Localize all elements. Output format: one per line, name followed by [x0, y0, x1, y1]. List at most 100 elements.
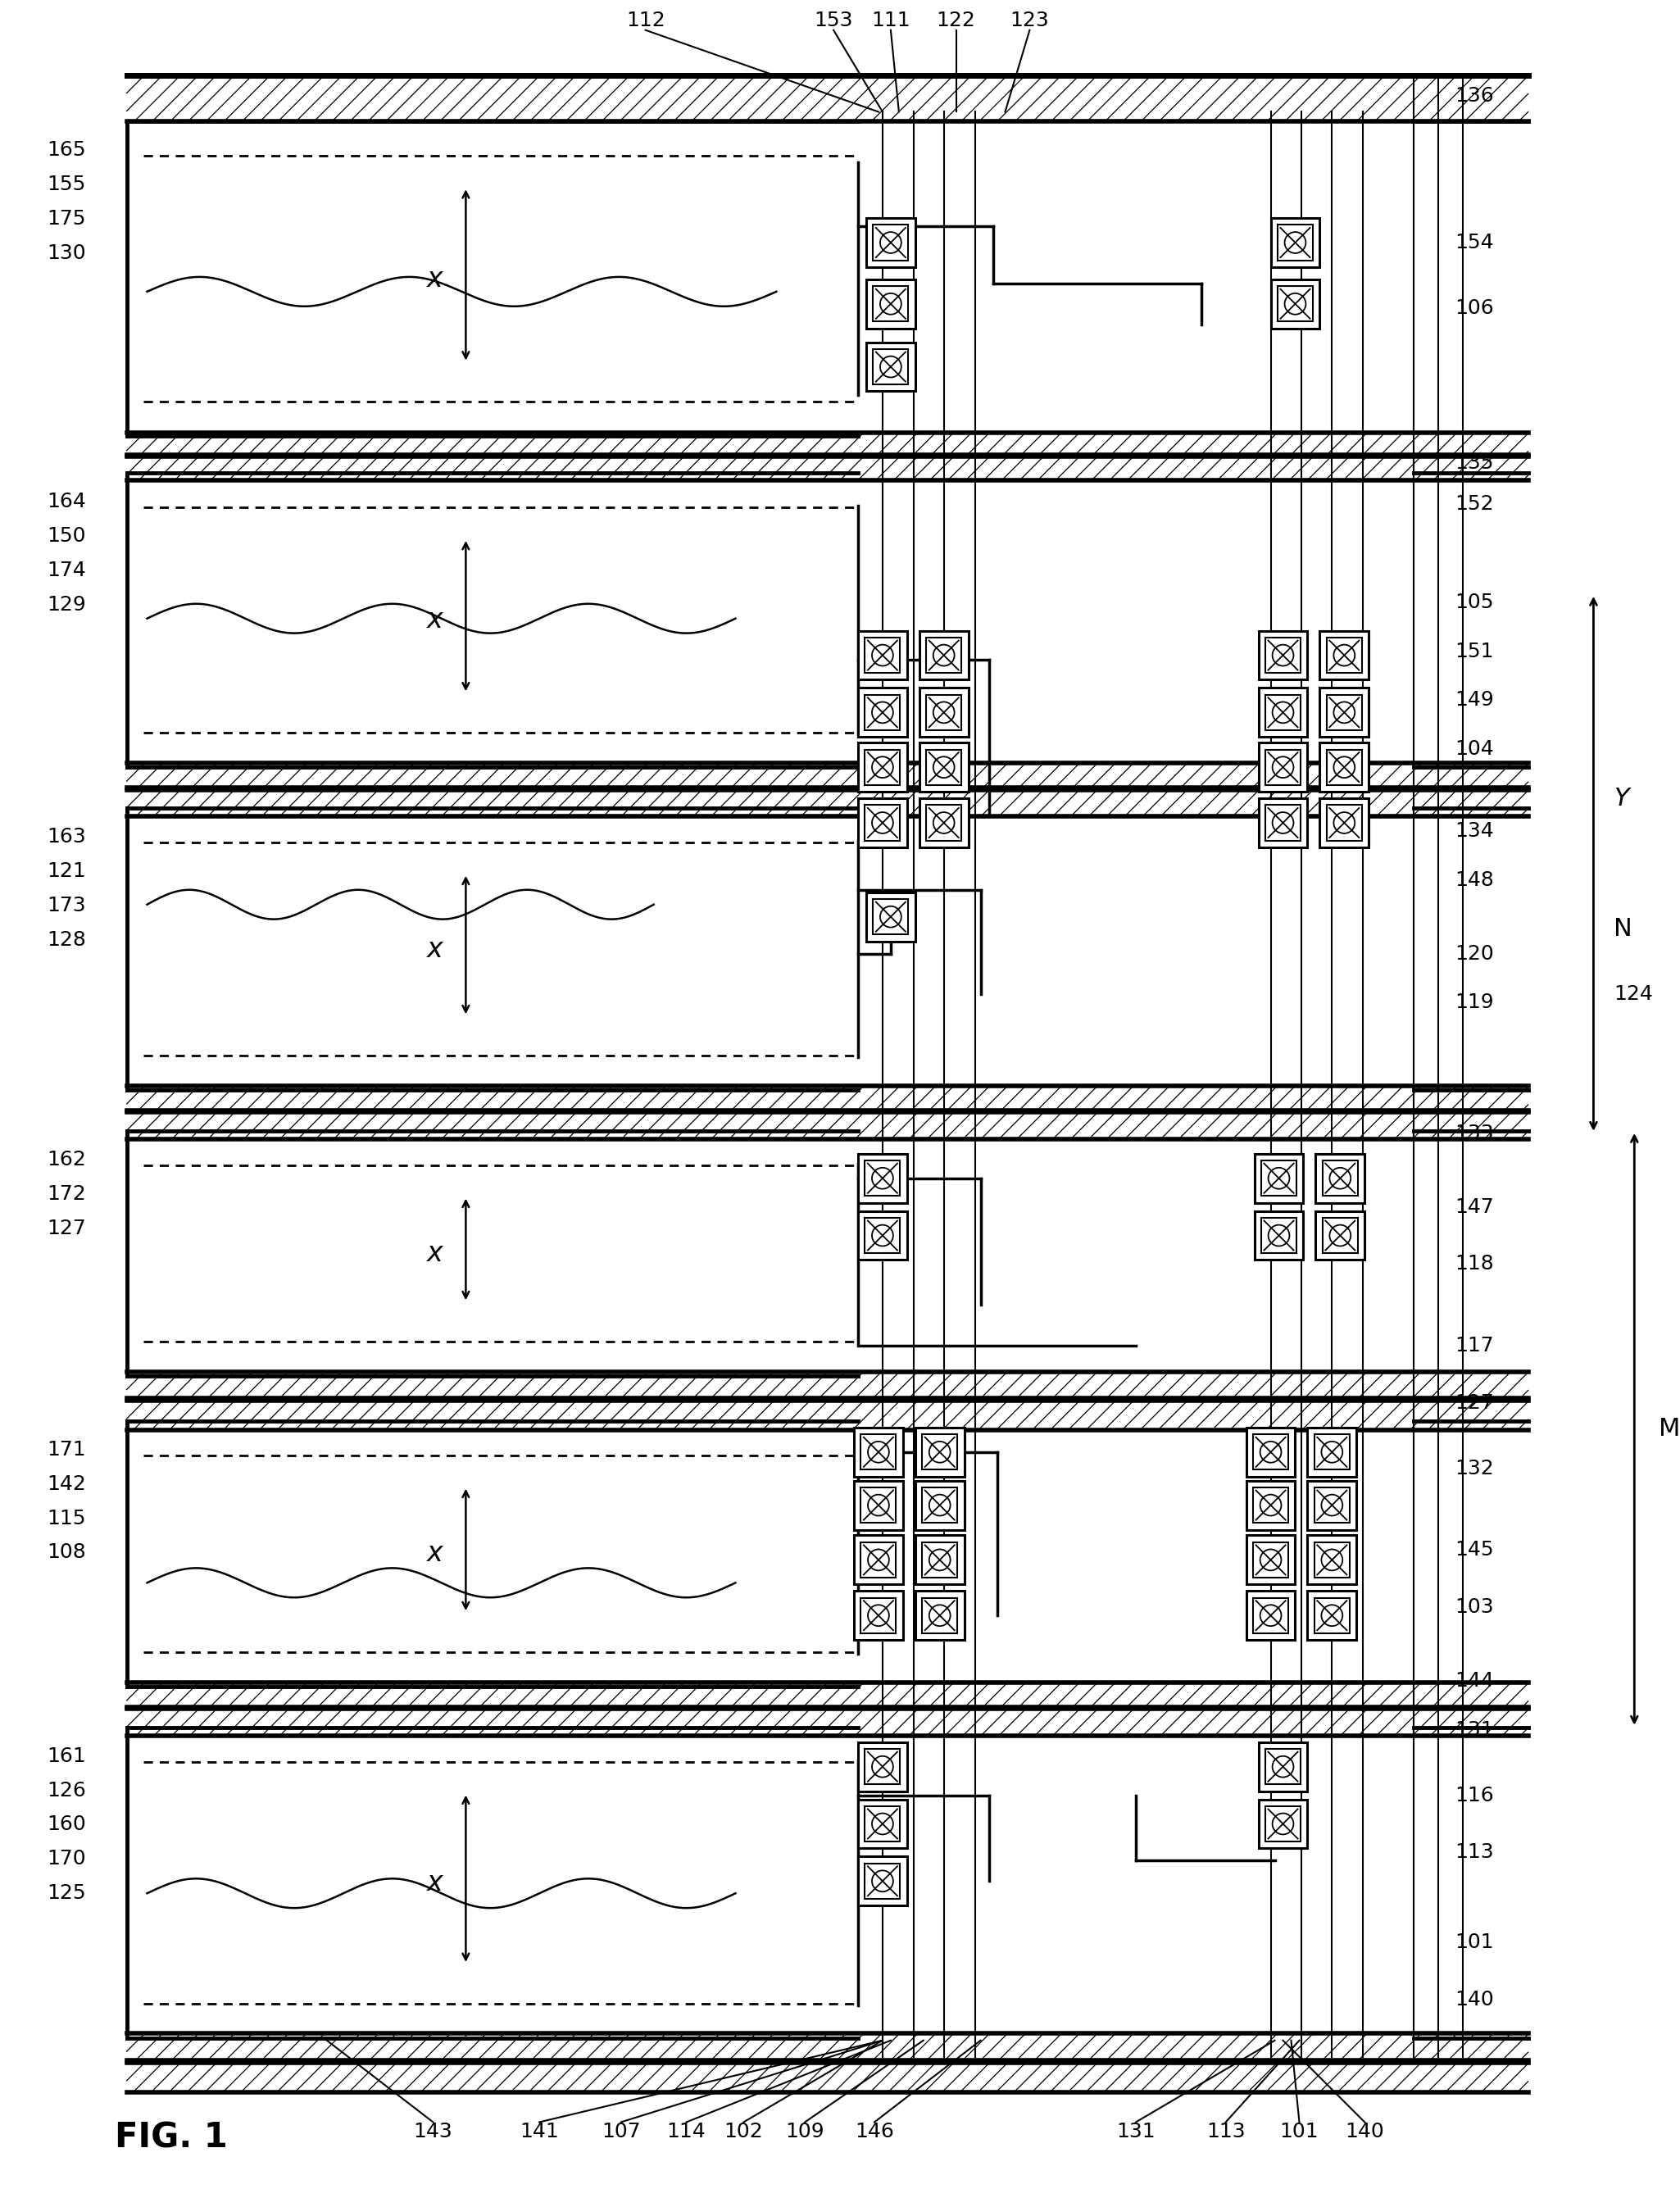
Bar	[1262, 1161, 1297, 1196]
Text: 140: 140	[1455, 1991, 1494, 2008]
Text: 109: 109	[786, 2123, 825, 2141]
Bar	[1315, 1154, 1364, 1203]
Text: 123: 123	[1010, 11, 1050, 31]
Bar	[126, 1112, 1529, 1139]
Bar	[1255, 1212, 1304, 1260]
Text: 147: 147	[1455, 1196, 1494, 1216]
Bar	[1320, 799, 1369, 847]
Text: 134: 134	[1455, 821, 1494, 841]
Bar	[1307, 1428, 1356, 1476]
Bar	[1327, 638, 1362, 673]
Bar	[865, 806, 900, 841]
Text: 124: 124	[1614, 984, 1653, 1004]
Bar	[858, 1212, 907, 1260]
Bar	[922, 1598, 958, 1633]
Bar	[1314, 1488, 1349, 1523]
Bar	[1258, 799, 1307, 847]
Text: 121: 121	[47, 861, 86, 881]
Bar	[126, 75, 1529, 121]
Bar	[922, 1543, 958, 1578]
Bar	[865, 695, 900, 731]
Text: 108: 108	[47, 1543, 86, 1563]
Bar	[1262, 1218, 1297, 1254]
Bar	[865, 1218, 900, 1254]
Bar	[1322, 1218, 1357, 1254]
Bar	[1265, 638, 1300, 673]
Text: 164: 164	[47, 492, 86, 512]
Bar	[919, 689, 968, 737]
Text: 142: 142	[47, 1474, 86, 1494]
Text: 152: 152	[1455, 494, 1494, 514]
Bar	[858, 1154, 907, 1203]
Text: FIG. 1: FIG. 1	[114, 2121, 227, 2154]
Bar	[126, 433, 1529, 455]
Bar	[926, 695, 961, 731]
Text: 114: 114	[667, 2123, 706, 2141]
Bar	[867, 280, 916, 329]
Bar	[919, 631, 968, 680]
Text: 101: 101	[1280, 2123, 1319, 2141]
Text: 149: 149	[1455, 691, 1494, 711]
Bar	[1258, 1799, 1307, 1849]
Text: 161: 161	[47, 1746, 86, 1766]
Bar	[922, 1435, 958, 1470]
Bar	[874, 349, 909, 384]
Bar	[1253, 1543, 1289, 1578]
Bar	[860, 1543, 895, 1578]
Bar	[1258, 744, 1307, 792]
Bar	[865, 1863, 900, 1898]
Text: 106: 106	[1455, 298, 1494, 318]
Text: 170: 170	[47, 1849, 86, 1869]
Text: 131: 131	[1455, 1719, 1494, 1739]
Text: x: x	[427, 1869, 444, 1896]
Bar	[865, 638, 900, 673]
Text: 162: 162	[47, 1150, 86, 1170]
Text: Y: Y	[1614, 786, 1630, 810]
Bar	[874, 225, 909, 260]
Bar	[867, 342, 916, 391]
Text: 119: 119	[1455, 993, 1494, 1013]
Bar	[860, 1488, 895, 1523]
Text: 155: 155	[47, 174, 86, 194]
Text: 143: 143	[413, 2123, 452, 2141]
Text: 145: 145	[1455, 1540, 1494, 1560]
Bar	[1327, 750, 1362, 786]
Bar	[1327, 695, 1362, 731]
Bar	[1265, 1805, 1300, 1841]
Bar	[867, 892, 916, 942]
Bar	[1255, 1154, 1304, 1203]
Bar	[860, 1435, 895, 1470]
Bar	[1253, 1488, 1289, 1523]
Text: 146: 146	[855, 2123, 894, 2141]
Text: 174: 174	[47, 561, 86, 580]
Bar	[1322, 1161, 1357, 1196]
Bar	[1258, 1741, 1307, 1792]
Text: x: x	[427, 1540, 444, 1567]
Bar	[919, 799, 968, 847]
Bar	[865, 750, 900, 786]
Text: 148: 148	[1455, 870, 1494, 889]
Bar	[926, 638, 961, 673]
Text: 113: 113	[1206, 2123, 1245, 2141]
Bar	[865, 1805, 900, 1841]
Text: 115: 115	[47, 1507, 86, 1527]
Bar	[858, 689, 907, 737]
Text: 127: 127	[1455, 1393, 1494, 1412]
Text: 165: 165	[47, 141, 86, 161]
Bar	[1320, 631, 1369, 680]
Text: 129: 129	[47, 594, 86, 614]
Text: 132: 132	[1455, 1459, 1494, 1479]
Text: x: x	[427, 936, 444, 962]
Bar	[126, 1371, 1529, 1399]
Text: 111: 111	[872, 11, 911, 31]
Bar	[858, 799, 907, 847]
Text: 150: 150	[47, 525, 86, 545]
Bar	[922, 1488, 958, 1523]
Text: N: N	[1614, 918, 1633, 940]
Text: 135: 135	[1455, 452, 1494, 472]
Text: 136: 136	[1455, 86, 1494, 106]
Bar	[865, 1161, 900, 1196]
Bar	[1327, 806, 1362, 841]
Bar	[916, 1536, 964, 1585]
Bar	[853, 1536, 902, 1585]
